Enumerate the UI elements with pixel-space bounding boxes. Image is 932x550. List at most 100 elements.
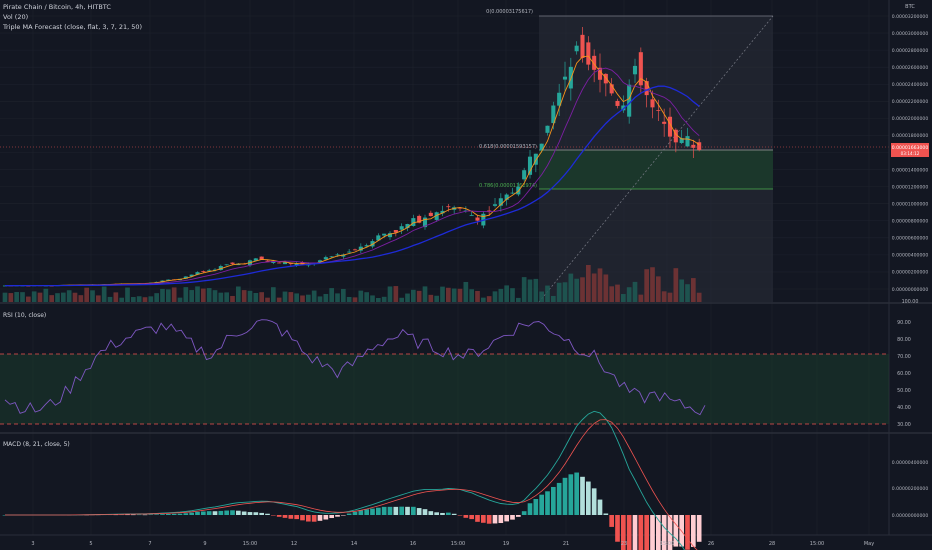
time-axis[interactable]: 3 5 7 9 15:00 12 14 16 15:00 19 21 23 15:00 26 28 15:00… — [31, 541, 874, 547]
candle-body — [545, 125, 550, 133]
macd-hist-bar — [183, 513, 189, 515]
volume-bar — [55, 293, 60, 302]
volume-bar — [539, 291, 544, 302]
macd-hist-bar — [574, 472, 579, 515]
candle-body — [294, 263, 299, 266]
vol-label[interactable]: Vol (20) — [3, 13, 29, 21]
price-tick-label: 0.00002800000 — [892, 48, 929, 54]
volume-bar — [131, 297, 136, 302]
candle-body — [644, 81, 649, 96]
candle-body — [347, 251, 352, 253]
macd-hist-bar — [673, 515, 679, 547]
macd-hist-bar — [230, 510, 235, 515]
macd-hist-bar — [597, 499, 603, 515]
countdown: 03:14:12 — [901, 151, 920, 156]
macd-hist-bar — [486, 515, 492, 524]
macd-hist-bar — [615, 515, 620, 542]
rsi-label[interactable]: RSI (10, close) — [3, 312, 46, 319]
macd-hist-bar — [218, 510, 224, 515]
fib-zone — [539, 150, 773, 189]
volume-bar — [691, 278, 696, 302]
macd-hist-bar — [113, 514, 119, 516]
macd-hist-bar — [446, 512, 451, 515]
candle-body — [440, 210, 445, 214]
volume-bar — [49, 295, 54, 302]
time-tick-label: 15:00 — [451, 541, 465, 547]
candle-body — [504, 194, 509, 200]
macd-hist-bar — [282, 515, 288, 518]
volume-bar — [230, 295, 235, 302]
volume-bar — [696, 292, 702, 302]
fib-label-786: 0.786(0.00001162974) — [479, 183, 537, 189]
volume-bar — [101, 286, 107, 302]
volume-bar — [376, 297, 381, 302]
macd-hist-bar — [276, 515, 282, 517]
volume-bar — [440, 286, 445, 302]
macd-hist-bar — [632, 515, 638, 550]
macd-hist-bar — [609, 515, 614, 527]
fib-retracement[interactable]: 0(0.00003175617) 0.618(0.00001593157) 0.… — [479, 9, 774, 303]
macd-label[interactable]: MACD (8, 21, close, 5) — [3, 441, 70, 448]
time-tick-label: 12 — [291, 541, 297, 547]
volume-bar — [78, 295, 84, 302]
volume-bar — [551, 295, 556, 302]
candle-body — [335, 254, 340, 256]
macd-tick-label: 0.00000000000 — [892, 513, 929, 519]
macd-hist-bar — [521, 511, 527, 515]
triple-ma-label[interactable]: Triple MA Forecast (close, flat, 3, 7, 2… — [3, 23, 143, 31]
volume-bar — [568, 273, 574, 302]
fib-trendline — [538, 15, 774, 303]
volume-bar — [177, 297, 183, 302]
macd-hist-bar — [656, 515, 661, 550]
volume-bar — [591, 273, 597, 302]
candle-body — [627, 84, 632, 117]
volume-bar — [387, 286, 393, 302]
price-tick-label: 0.00001400000 — [892, 167, 929, 173]
candle-body — [277, 262, 282, 264]
macd-pane — [2, 410, 702, 550]
macd-hist-bar — [387, 506, 393, 515]
macd-hist-bar — [306, 515, 311, 522]
fib-label-618: 0.618(0.00001593157) — [479, 144, 537, 150]
candle-body — [539, 143, 544, 151]
symbol-title[interactable]: Pirate Chain / Bitcoin, 4h, HITBTC — [3, 3, 111, 11]
macd-hist-bar — [142, 514, 148, 516]
candle-body — [603, 73, 608, 84]
macd-hist-bar — [311, 515, 317, 522]
volume-bar — [463, 281, 469, 302]
candle-body — [632, 65, 638, 75]
volume-bar — [492, 291, 498, 302]
candle-body — [457, 207, 463, 209]
macd-hist-bar — [247, 512, 253, 515]
volume-bar — [521, 277, 527, 302]
candle-body — [650, 99, 655, 108]
price-axis[interactable]: 0.00003200000 0.00003000000 0.00002800000 0… — [892, 14, 929, 293]
candle-body — [201, 271, 206, 272]
candle-body — [592, 55, 597, 70]
candle-body — [527, 156, 533, 175]
volume-bar — [236, 286, 241, 302]
volume-bar — [679, 279, 684, 302]
candle-body — [667, 116, 673, 137]
volume-bar — [276, 297, 282, 302]
time-tick-label: 26 — [708, 541, 714, 547]
volume-bar — [475, 290, 480, 302]
macd-hist-bar — [591, 488, 597, 515]
volume-bar — [72, 292, 78, 302]
macd-hist-bar — [370, 508, 375, 515]
price-tick-label: 0.00000800000 — [892, 219, 929, 225]
volume-bar — [416, 290, 422, 302]
macd-hist-bar — [352, 511, 358, 515]
price-tick-label: 0.00002200000 — [892, 99, 929, 105]
macd-hist-bar — [166, 513, 171, 515]
macd-hist-bar — [399, 506, 404, 515]
volume-bar — [516, 297, 521, 302]
volume-bar — [597, 268, 603, 302]
volume-bar — [399, 297, 404, 302]
macd-hist-bar — [241, 511, 247, 515]
volume-bar — [166, 289, 171, 302]
candle-body — [282, 262, 288, 265]
volume-bar — [247, 290, 253, 302]
macd-hist-bar — [212, 511, 218, 515]
price-tick-label: 0.00002400000 — [892, 82, 929, 88]
